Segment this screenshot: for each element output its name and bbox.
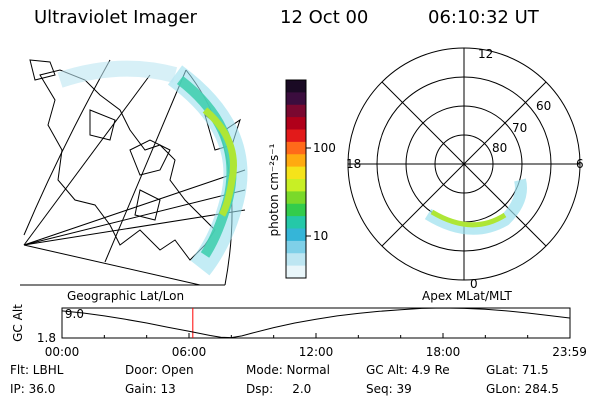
- door-info: Door: Open: [125, 363, 194, 377]
- coastline: [130, 140, 170, 175]
- polar-panel-label: Apex MLat/MLT: [422, 289, 512, 303]
- mlat-label-60: 60: [536, 99, 551, 113]
- latitude-line: [24, 60, 110, 235]
- geo-panel-label: Geographic Lat/Lon: [67, 289, 184, 303]
- mlt-label-18: 18: [346, 157, 361, 171]
- colorbar-cell: [286, 266, 306, 279]
- ip-info: IP: 36.0: [10, 382, 55, 396]
- colorbar-unit-label: photon cm⁻²s⁻¹: [267, 143, 281, 236]
- aurora-haze: [60, 69, 175, 80]
- colorbar-cell: [286, 191, 306, 204]
- meridian-line: [24, 245, 200, 285]
- colorbar-cell: [286, 216, 306, 229]
- colorbar-cell: [286, 204, 306, 217]
- meridian-line: [24, 75, 150, 245]
- coastline: [90, 110, 115, 140]
- mlat-label-80: 80: [492, 141, 507, 155]
- seq-info: Seq: 39: [366, 382, 412, 396]
- polar-grid: [348, 48, 580, 280]
- glon-info: GLon: 284.5: [486, 382, 559, 396]
- colorbar-cell: [286, 241, 306, 254]
- coastline: [135, 190, 160, 220]
- colorbar-cell: [286, 80, 306, 93]
- colorbar: 100 10 photon cm⁻²s⁻¹: [267, 80, 336, 279]
- glat-info: GLat: 71.5: [486, 363, 549, 377]
- gc-alt-info: GC Alt: 4.9 Re: [366, 363, 450, 377]
- colorbar-gradient: [286, 80, 306, 279]
- gain-info: Gain: 13: [125, 382, 176, 396]
- mode-info: Mode: Normal: [246, 363, 330, 377]
- mlt-label-12: 12: [478, 47, 493, 61]
- xtick-label: 18:00: [426, 345, 461, 359]
- colorbar-cell: [286, 167, 306, 180]
- coastline: [30, 60, 55, 80]
- colorbar-tick-label: 10: [313, 229, 328, 243]
- y-axis-label: GC Alt: [11, 304, 25, 342]
- colorbar-cell: [286, 105, 306, 118]
- xtick-label: 12:00: [299, 345, 334, 359]
- colorbar-cell: [286, 142, 306, 155]
- x-axis-ticks: [62, 333, 570, 338]
- figure-canvas: Geographic Lat/Lon 100 10 photon cm⁻²s⁻¹…: [0, 0, 600, 400]
- ytick-label: 9.0: [65, 307, 84, 321]
- colorbar-cell: [286, 117, 306, 130]
- colorbar-cell: [286, 253, 306, 266]
- polar-labels: 12 0 18 6 60 70 80 Apex MLat/MLT: [346, 47, 584, 303]
- x-axis-tick-labels: 00:00 06:00 12:00 18:00 23:59: [45, 345, 587, 359]
- colorbar-cell: [286, 179, 306, 192]
- mlt-label-6: 6: [576, 157, 584, 171]
- xtick-label: 06:00: [172, 345, 207, 359]
- colorbar-cell: [286, 154, 306, 167]
- ytick-label: 1.8: [37, 331, 56, 345]
- xtick-label: 00:00: [45, 345, 80, 359]
- colorbar-cell: [286, 130, 306, 143]
- colorbar-tick-label: 100: [313, 141, 336, 155]
- colorbar-cell: [286, 229, 306, 242]
- dsp-info: Dsp: 2.0: [246, 382, 311, 396]
- filter-info: Flt: LBHL: [10, 363, 63, 377]
- xtick-label: 23:59: [552, 345, 587, 359]
- colorbar-cell: [286, 92, 306, 105]
- mlat-label-70: 70: [512, 121, 527, 135]
- timeline-chart: 9.0 1.8 GC Alt 00:00 06:00 12:00 18:00 2…: [11, 304, 587, 359]
